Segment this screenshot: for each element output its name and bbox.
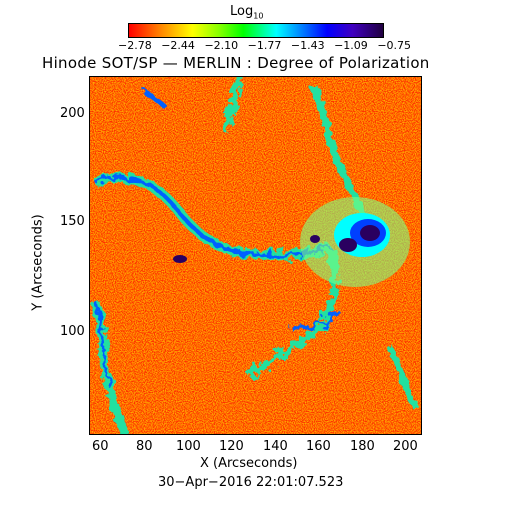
colorbar-tick: −1.43	[290, 39, 325, 52]
colorbar-tick: −0.75	[377, 39, 412, 52]
page-title: Hinode SOT/SP — MERLIN : Degree of Polar…	[42, 54, 430, 72]
colorbar-tick: −1.77	[247, 39, 282, 52]
y-axis-label: Y (Arcseconds)	[30, 214, 46, 311]
colorbar	[128, 23, 384, 38]
y-tick-label: 100	[60, 324, 85, 339]
colorbar-title: Log10	[230, 4, 264, 21]
polarization-map-image	[90, 77, 421, 434]
colorbar-tick: −2.78	[118, 39, 152, 52]
colorbar-tick: −2.44	[161, 39, 195, 52]
x-tick-label: 200	[393, 439, 418, 454]
x-tick-label: 80	[136, 439, 153, 454]
y-tick-label: 200	[60, 106, 85, 121]
x-tick-label: 120	[219, 439, 244, 454]
x-tick-label: 100	[176, 439, 201, 454]
sunspot	[173, 197, 410, 287]
colorbar-ticks: −2.78 −2.44 −2.10 −1.77 −1.43 −1.09 −0.7…	[118, 39, 411, 52]
x-tick-label: 60	[92, 439, 109, 454]
timestamp: 30−Apr−2016 22:01:07.523	[158, 475, 344, 490]
polarization-map	[89, 76, 422, 435]
x-tick-label: 140	[263, 439, 288, 454]
x-tick-label: 180	[350, 439, 375, 454]
x-axis-label: X (Arcseconds)	[200, 456, 298, 471]
y-tick-label: 150	[60, 214, 85, 229]
colorbar-tick: −1.09	[334, 39, 368, 52]
x-tick-label: 160	[306, 439, 331, 454]
colorbar-tick: −2.10	[204, 39, 239, 52]
